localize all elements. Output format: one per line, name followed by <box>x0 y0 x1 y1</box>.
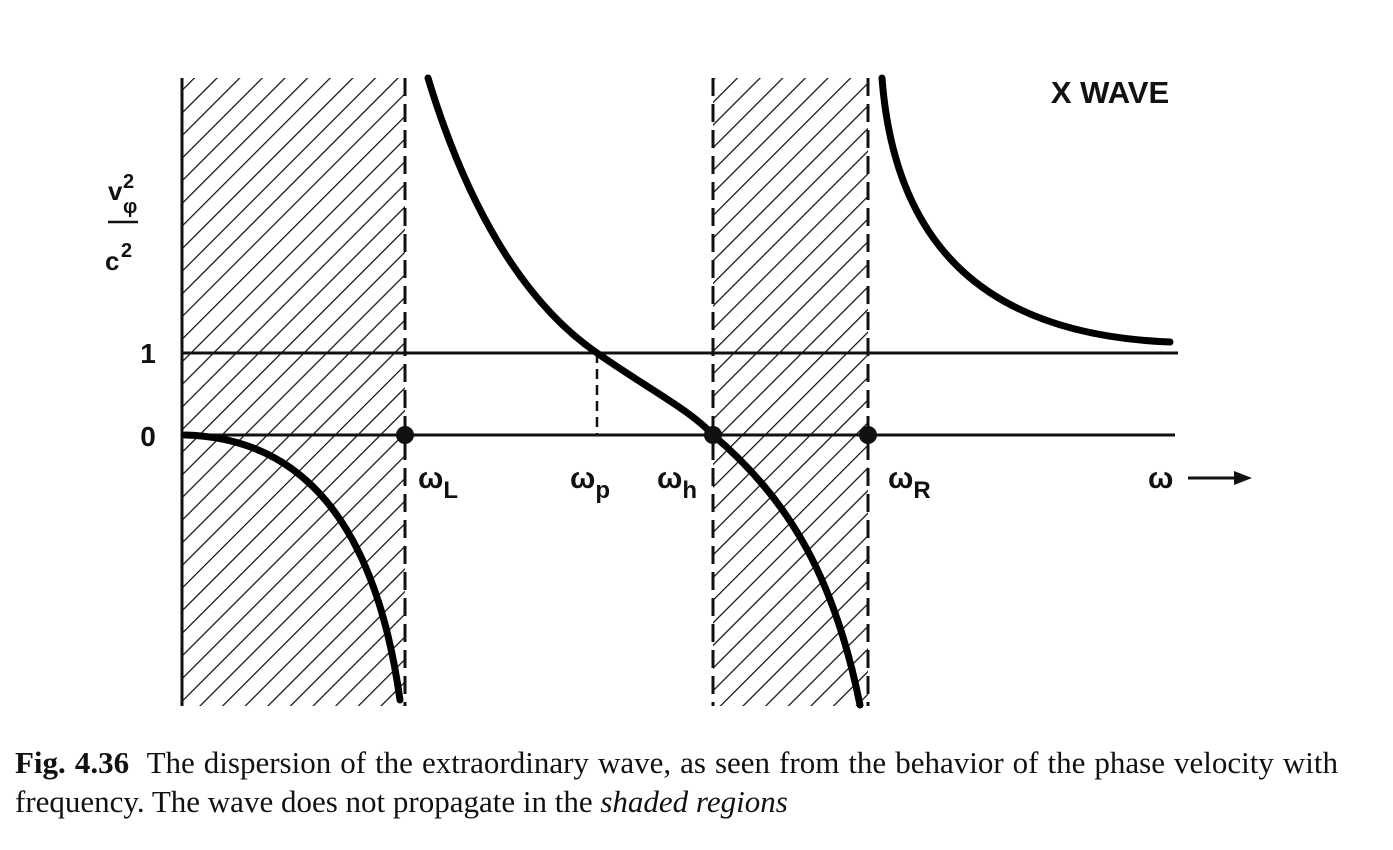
numerator: v <box>108 176 123 206</box>
y-tick-label: 0 <box>140 421 156 452</box>
numerator-sup: 2 <box>123 171 134 193</box>
figure: X WAVE v φ 2 c 2 1 0 ωL ωp ωh ωR ω <box>105 74 1252 709</box>
y-tick-label: 1 <box>140 338 156 369</box>
symbol: ω <box>418 462 443 495</box>
denominator: c <box>105 246 119 276</box>
shaded-region <box>182 78 405 706</box>
boundaries <box>403 78 870 706</box>
numerator-sub: φ <box>123 196 137 218</box>
shaded-region <box>713 78 868 706</box>
symbol: ω <box>570 462 595 495</box>
title: X WAVE <box>1051 75 1169 110</box>
subscript: p <box>595 477 610 504</box>
curves <box>181 74 1174 709</box>
y-label: v φ 2 c 2 <box>105 171 138 276</box>
caption-emphasis: shaded regions <box>600 784 788 819</box>
x-axis-label: ω <box>1148 462 1173 495</box>
caption: Fig. 4.36 The dispersion of the extraord… <box>15 743 1338 821</box>
x-label: ωp <box>570 462 610 504</box>
x-label: ωR <box>888 462 931 504</box>
points <box>396 426 877 444</box>
symbol: ω <box>888 462 913 495</box>
caption-label: Fig. 4.36 <box>15 745 130 780</box>
subscript: L <box>443 477 458 504</box>
caption-text: The dispersion of the extraordinary wave… <box>15 745 1338 819</box>
x-label: ωh <box>657 462 697 504</box>
x-label: ωL <box>418 462 458 504</box>
x-labels: ωL ωp ωh ωR <box>418 462 931 504</box>
denominator-sup: 2 <box>121 240 132 262</box>
subscript: R <box>913 477 930 504</box>
subscript: h <box>682 477 697 504</box>
symbol: ω <box>657 462 682 495</box>
